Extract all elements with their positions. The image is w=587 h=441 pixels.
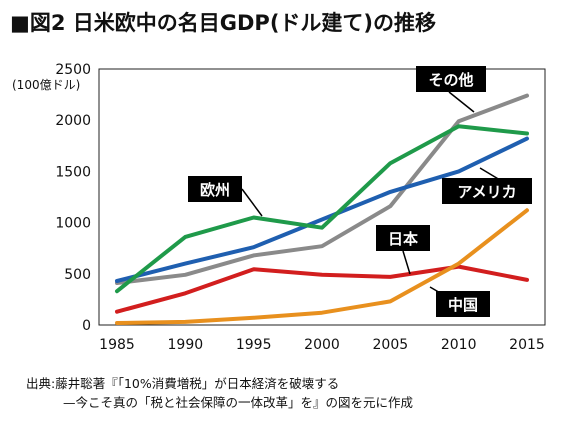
series-line <box>115 93 529 285</box>
label-china: 中国 <box>436 291 490 317</box>
leader-china <box>429 286 443 295</box>
y-tick-label: 500 <box>64 267 91 283</box>
source-line-2: —今こそ真の「税と社会保障の一体改革」を』の図を元に作成 <box>63 395 414 410</box>
label-europe: 欧州 <box>188 176 242 202</box>
leader-europe <box>241 188 263 217</box>
leader-other <box>448 91 475 113</box>
leader-usa <box>479 167 501 181</box>
x-tick-label: 2015 <box>509 337 545 353</box>
x-tick-label: 1990 <box>168 337 204 353</box>
y-tick-label: 1500 <box>55 164 91 180</box>
leader-japan <box>402 250 411 275</box>
series-line <box>115 136 529 283</box>
label-europe-text: 欧州 <box>200 181 230 199</box>
series-line <box>115 208 529 325</box>
y-tick-label: 0 <box>82 318 91 334</box>
y-tick-label: 2500 <box>55 62 91 78</box>
label-japan-text: 日本 <box>388 230 418 248</box>
x-tick-label: 1995 <box>236 337 272 353</box>
x-tick-label: 2005 <box>373 337 409 353</box>
label-usa-text: アメリカ <box>457 183 516 201</box>
series-line <box>115 264 529 314</box>
label-japan: 日本 <box>376 225 430 251</box>
series-line <box>115 124 529 294</box>
source-line-1: 出典:藤井聡著『「10%消費増税」が日本経済を破壊する <box>26 376 340 391</box>
x-tick-label: 1985 <box>99 337 135 353</box>
series-lines <box>115 93 529 325</box>
label-other: その他 <box>416 66 486 92</box>
label-usa: アメリカ <box>442 178 532 204</box>
chart-title: ■図2 日米欧中の名目GDP(ドル建て)の推移 <box>10 11 436 35</box>
y-axis: 0 500 1000 1500 2000 2500 <box>55 62 91 334</box>
x-axis: 1985 1990 1995 2000 2005 2010 2015 <box>99 337 545 353</box>
x-tick-label: 2000 <box>304 337 340 353</box>
y-tick-label: 1000 <box>55 216 91 232</box>
x-tick-label: 2010 <box>441 337 477 353</box>
unit-label: (100億ドル) <box>12 78 80 92</box>
label-china-text: 中国 <box>448 296 478 314</box>
y-tick-label: 2000 <box>55 113 91 129</box>
label-other-text: その他 <box>428 71 473 89</box>
